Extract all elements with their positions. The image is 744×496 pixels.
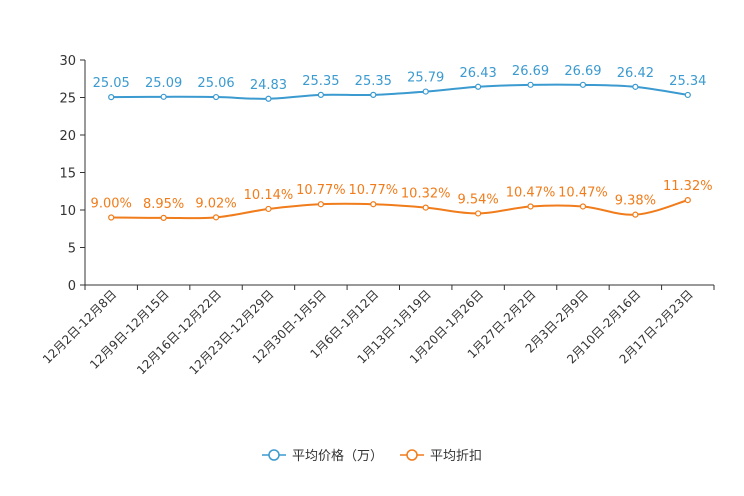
data-label: 25.09 — [145, 76, 182, 91]
data-label: 9.00% — [91, 197, 132, 212]
data-point — [160, 214, 167, 221]
data-point — [265, 205, 272, 213]
data-label: 26.69 — [564, 64, 601, 79]
series-line — [111, 199, 689, 220]
y-tick-label: 10 — [59, 204, 76, 219]
data-point — [422, 88, 429, 95]
data-point — [370, 91, 377, 98]
data-label: 10.77% — [349, 183, 399, 198]
y-tick-label: 0 — [68, 279, 76, 294]
data-label: 9.38% — [615, 194, 656, 209]
y-axis: 0 5 10 15 20 25 30 — [59, 54, 86, 294]
legend-item-average-discount[interactable]: 平均折扣 — [400, 449, 482, 464]
data-point — [108, 94, 115, 101]
series-average-price: 25.05 25.09 25.06 24.83 25.35 25.35 25.79 26.43… — [93, 64, 706, 102]
data-label: 10.47% — [558, 185, 608, 200]
data-point — [475, 210, 482, 217]
data-label: 25.35 — [355, 74, 392, 89]
legend-marker — [268, 449, 280, 461]
data-point — [527, 203, 534, 210]
data-label: 26.69 — [512, 64, 549, 79]
data-point — [632, 83, 639, 90]
data-point — [108, 214, 115, 221]
data-label: 10.77% — [296, 183, 346, 198]
y-tick-label: 25 — [59, 92, 76, 107]
data-label: 25.79 — [407, 71, 444, 86]
data-label: 24.83 — [250, 78, 287, 93]
data-label: 10.32% — [401, 187, 451, 202]
legend-marker — [406, 449, 418, 461]
data-label: 10.14% — [244, 188, 294, 203]
y-tick-label: 20 — [59, 129, 76, 144]
data-point — [317, 201, 324, 208]
data-point — [579, 203, 587, 210]
data-label: 25.06 — [197, 76, 234, 91]
series-line — [111, 83, 688, 100]
data-label: 25.35 — [302, 74, 339, 89]
y-tick-label: 30 — [59, 54, 76, 69]
legend-label: 平均折扣 — [430, 449, 482, 464]
data-point — [422, 204, 429, 211]
legend[interactable]: 平均价格（万） 平均折扣 — [262, 448, 482, 464]
data-point — [632, 211, 639, 218]
data-label: 9.02% — [195, 196, 236, 211]
data-point — [475, 83, 482, 90]
data-label: 8.95% — [143, 197, 184, 212]
data-point — [160, 93, 167, 100]
data-point — [317, 91, 324, 98]
data-point — [212, 214, 220, 221]
data-point — [212, 93, 220, 101]
data-label: 10.47% — [506, 185, 556, 200]
data-label: 26.42 — [617, 66, 654, 81]
series-average-discount: 9.00% 8.95% 9.02%10.14% 10.77% 10.77% 10.32% 9… — [91, 179, 713, 221]
data-point — [684, 197, 691, 204]
y-tick-label: 15 — [59, 167, 76, 182]
series-layer: 25.05 25.09 25.06 24.83 25.35 25.35 25.79 26.43… — [91, 64, 713, 221]
data-label: 25.05 — [93, 76, 130, 91]
data-label: 11.32% — [663, 179, 713, 194]
legend-item-average-price[interactable]: 平均价格（万） — [262, 448, 383, 464]
data-label: 26.43 — [460, 66, 497, 81]
data-point — [265, 95, 272, 102]
data-label: 25.34 — [669, 74, 706, 89]
y-tick-label: 5 — [68, 242, 76, 257]
data-point — [684, 91, 691, 99]
legend-label: 平均价格（万） — [292, 448, 383, 464]
data-point — [527, 81, 534, 88]
data-point — [579, 81, 587, 88]
data-label: 9.54% — [457, 192, 498, 207]
data-point — [370, 201, 377, 208]
x-axis: 12月2日-12月8日12月9日-12月15日12月16日-12月22日12月2… — [40, 284, 715, 377]
